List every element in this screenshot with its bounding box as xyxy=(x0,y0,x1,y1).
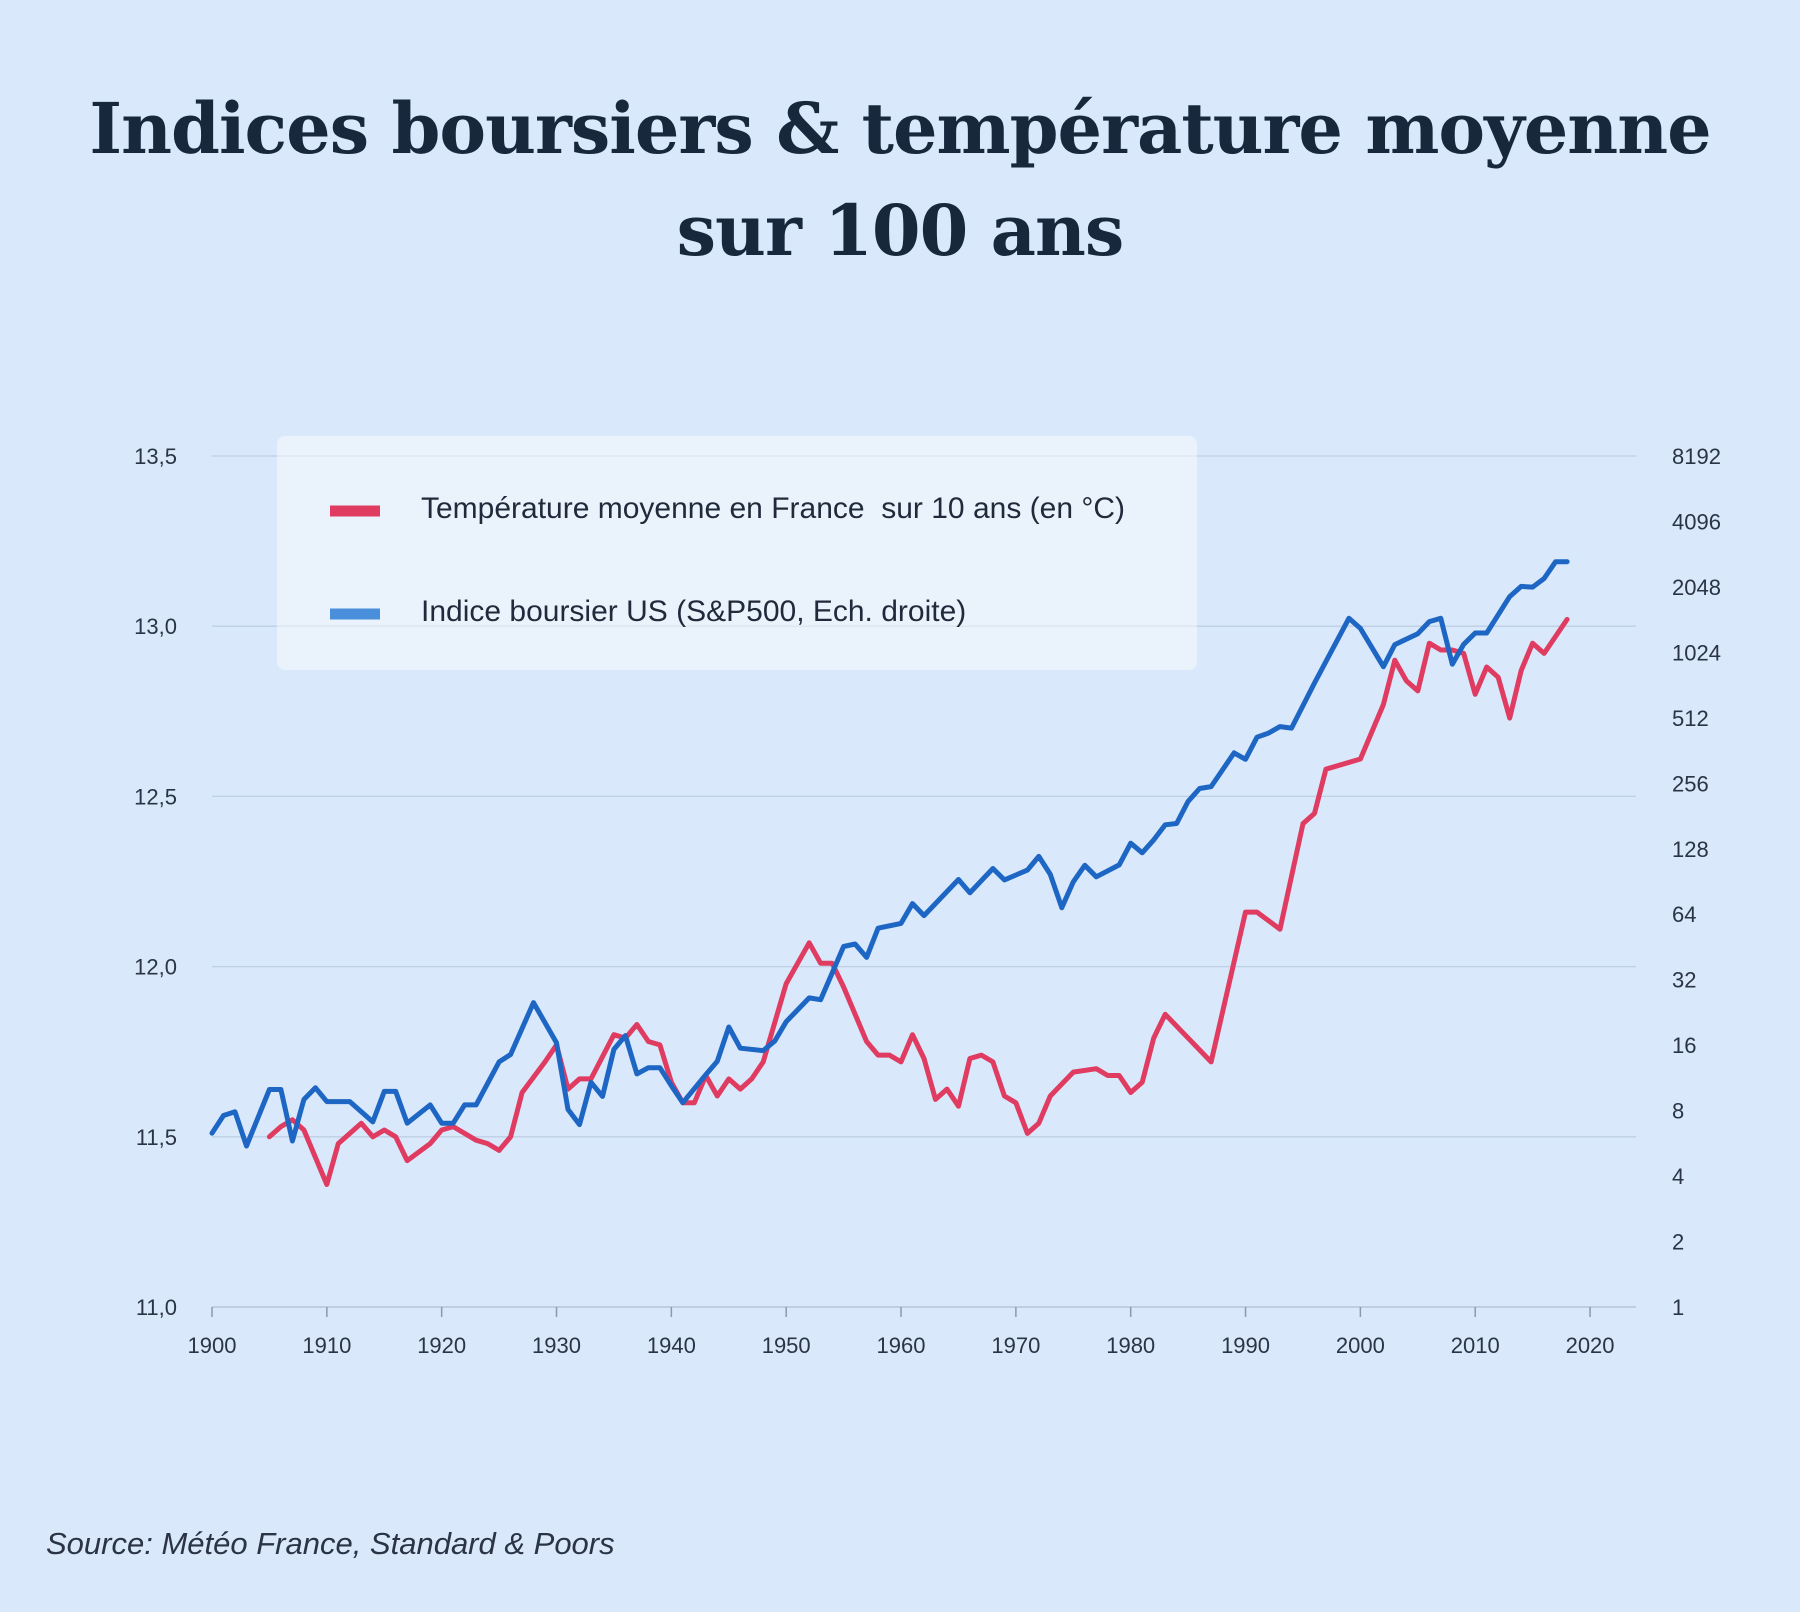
x-tick-label: 1930 xyxy=(532,1333,581,1358)
series-lines xyxy=(209,559,1570,1187)
left-y-tick-label: 13,5 xyxy=(134,444,177,469)
legend-label-sp500: Indice boursier US (S&P500, Ech. droite) xyxy=(421,595,966,628)
right-y-tick-label: 2 xyxy=(1672,1230,1684,1255)
right-y-tick-label: 8192 xyxy=(1672,444,1721,469)
x-tick-label: 2000 xyxy=(1336,1333,1385,1358)
x-tick-label: 1940 xyxy=(647,1333,696,1358)
left-y-tick-label: 11,0 xyxy=(136,1295,177,1320)
x-tick-label: 2010 xyxy=(1451,1333,1500,1358)
gridlines xyxy=(212,455,1636,1138)
right-y-tick-label: 128 xyxy=(1672,837,1709,862)
right-y-tick-label: 256 xyxy=(1672,771,1709,796)
x-tick-label: 1990 xyxy=(1221,1333,1270,1358)
left-y-axis-ticks: 11,0 11,5 12,0 12,5 13,0 13,5 xyxy=(134,444,177,1320)
right-y-tick-label: 4096 xyxy=(1672,509,1721,534)
x-tick-label: 1960 xyxy=(877,1333,926,1358)
right-y-tick-label: 8 xyxy=(1672,1099,1684,1124)
right-y-tick-label: 512 xyxy=(1672,706,1709,731)
left-y-tick-label: 11,5 xyxy=(136,1125,177,1150)
x-tick-label: 1920 xyxy=(417,1333,466,1358)
right-y-tick-label: 2048 xyxy=(1672,575,1721,600)
series-line-sp500 xyxy=(209,559,1570,1149)
legend-label-temperature: Température moyenne en France sur 10 ans… xyxy=(421,492,1125,525)
chart-title-line-1: Indices boursiers & température moyenne xyxy=(89,87,1711,170)
right-y-axis-ticks: 1 2 4 8 16 32 64 128 256 512 1024 2048 4096 8192 xyxy=(1672,444,1721,1320)
right-y-tick-label: 1024 xyxy=(1672,640,1721,665)
right-y-tick-label: 16 xyxy=(1672,1033,1696,1058)
x-tick-label: 1970 xyxy=(991,1333,1040,1358)
chart-title-line-2: sur 100 ans xyxy=(676,189,1125,272)
left-y-tick-label: 12,0 xyxy=(134,955,177,980)
right-y-tick-label: 64 xyxy=(1672,902,1696,927)
left-y-tick-label: 13,0 xyxy=(134,614,177,639)
chart-title: Indices boursiers & température moyenne … xyxy=(0,78,1800,282)
x-tick-label: 1980 xyxy=(1106,1333,1155,1358)
left-y-tick-label: 12,5 xyxy=(134,784,177,809)
x-tick-label: 1910 xyxy=(302,1333,351,1358)
series-line-temperature xyxy=(266,616,1570,1187)
right-y-tick-label: 1 xyxy=(1672,1295,1684,1320)
legend-box xyxy=(277,436,1197,670)
x-tick-label: 1900 xyxy=(188,1333,237,1358)
right-y-tick-label: 4 xyxy=(1672,1164,1684,1189)
right-y-tick-label: 32 xyxy=(1672,968,1696,993)
x-axis-ticks: 1900 1910 1920 1930 1940 1950 1960 1970 1980 1990… xyxy=(188,1307,1615,1358)
x-tick-label: 1950 xyxy=(762,1333,811,1358)
x-tick-label: 2020 xyxy=(1566,1333,1615,1358)
legend: Température moyenne en France sur 10 ans… xyxy=(277,436,1197,670)
source-note: Source: Météo France, Standard & Poors xyxy=(46,1526,615,1561)
